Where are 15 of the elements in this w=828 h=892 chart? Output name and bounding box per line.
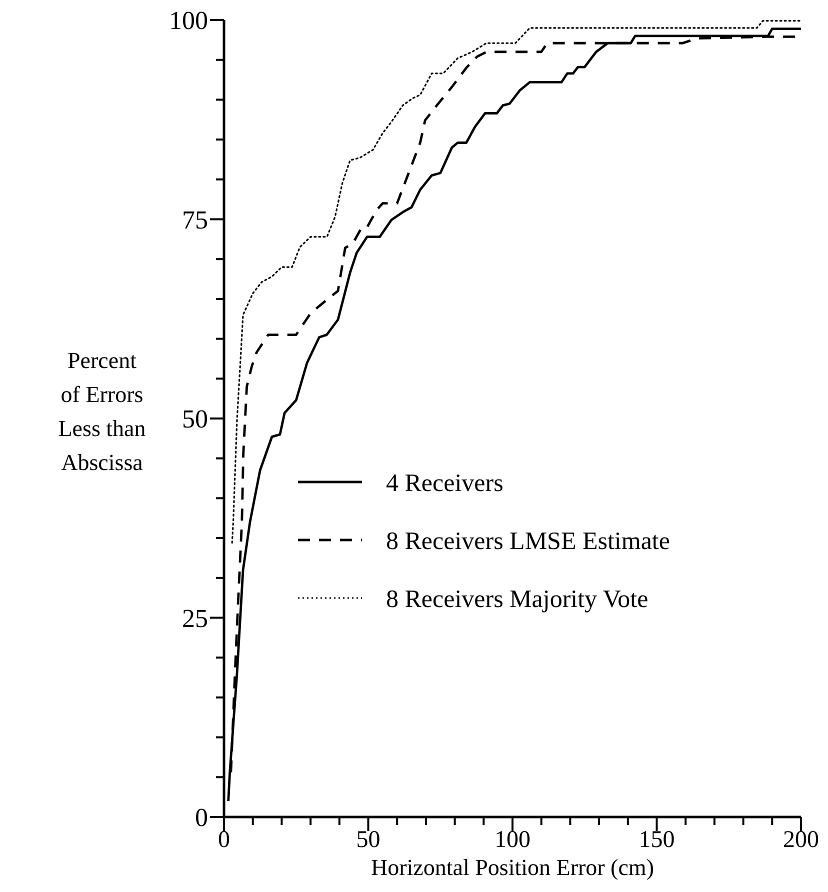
y-tick-label: 25	[182, 604, 208, 633]
y-tick-label: 75	[182, 205, 208, 234]
y-tick-label: 100	[169, 6, 208, 35]
x-tick-label: 200	[783, 827, 819, 853]
y-tick-label: 50	[182, 404, 208, 434]
y-tick-label: 0	[195, 803, 208, 832]
legend-label: 8 Receivers LMSE Estimate	[386, 528, 670, 555]
legend-label: 4 Receivers	[386, 470, 504, 497]
y-axis-title: Percent of Errors Less than Abscissa	[58, 348, 146, 475]
x-tick-label: 50	[356, 827, 380, 853]
x-tick-label: 150	[638, 827, 675, 853]
x-axis-title: Horizontal Position Error (cm)	[371, 855, 654, 880]
x-tick-label: 100	[494, 827, 530, 853]
legend-label: 8 Receivers Majority Vote	[386, 586, 648, 613]
x-tick-label: 0	[218, 827, 230, 853]
